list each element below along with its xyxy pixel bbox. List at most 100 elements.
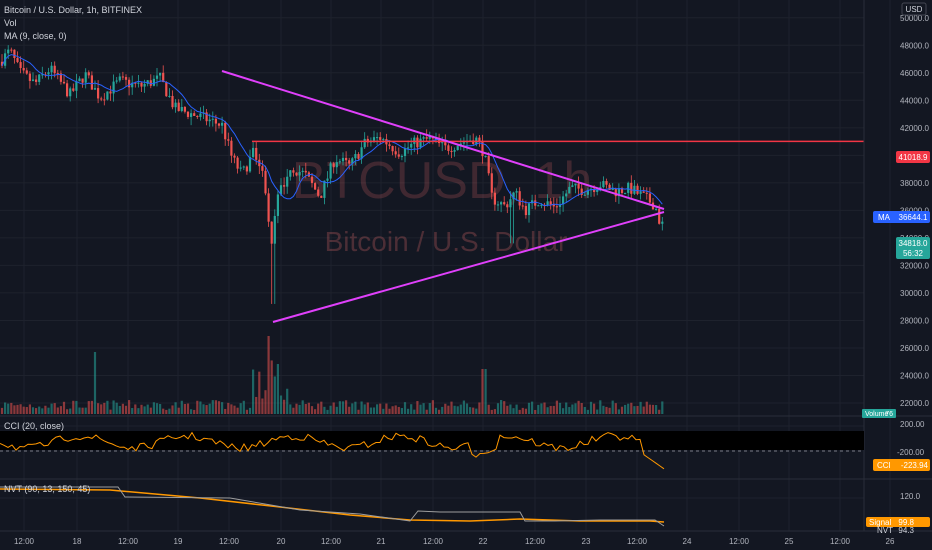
candle-body bbox=[345, 157, 348, 161]
nvt-legend[interactable]: NVT (90, 13, 150, 45) bbox=[4, 484, 90, 494]
candle-body bbox=[264, 170, 267, 194]
volume-bar bbox=[53, 403, 56, 414]
candle-body bbox=[193, 113, 196, 116]
time-axis[interactable]: 12:00 18 12:00 19 12:00 20 12:00 21 12:00 22 12:00… bbox=[14, 537, 895, 546]
candle-body bbox=[376, 137, 379, 139]
candle-body bbox=[450, 150, 453, 152]
trendline-upper[interactable] bbox=[221, 70, 665, 210]
candle-body bbox=[444, 142, 447, 146]
volume-bar bbox=[230, 404, 233, 414]
candle-body bbox=[217, 123, 221, 126]
candle-body bbox=[605, 181, 608, 185]
last-price-tag bbox=[896, 237, 930, 259]
volume-bar bbox=[286, 388, 289, 414]
volume-bar bbox=[261, 398, 264, 414]
candle-body bbox=[537, 205, 540, 207]
volume-bar bbox=[159, 403, 162, 414]
ma-price-value: 36644.1 bbox=[899, 213, 928, 222]
cci-axis-neg200: -200.00 bbox=[897, 448, 925, 457]
candle-body bbox=[41, 74, 44, 76]
volume-bar bbox=[348, 406, 351, 414]
volume-bar bbox=[270, 360, 273, 414]
candle-body bbox=[568, 186, 571, 194]
watermark-name: Bitcoin / U.S. Dollar bbox=[325, 226, 568, 257]
candle-body bbox=[242, 166, 245, 168]
volume-bar bbox=[562, 408, 565, 414]
volume-bar bbox=[552, 405, 555, 414]
candle-body bbox=[397, 154, 400, 157]
volume-bar bbox=[574, 403, 577, 414]
volume-bar bbox=[456, 406, 459, 414]
candle-body bbox=[208, 119, 211, 122]
volume-bar bbox=[503, 401, 506, 414]
volume-bar bbox=[106, 400, 109, 414]
symbol-title[interactable]: Bitcoin / U.S. Dollar, 1h, BITFINEX bbox=[4, 5, 142, 15]
candle-body bbox=[298, 172, 301, 176]
volume-bar bbox=[490, 409, 493, 414]
candle-body bbox=[261, 166, 264, 171]
volume-bar bbox=[394, 405, 397, 414]
volume-bar bbox=[239, 403, 242, 414]
volume-bar bbox=[462, 400, 465, 414]
volume-bar bbox=[527, 402, 531, 414]
volume-bars bbox=[0, 336, 664, 414]
volume-bar bbox=[323, 406, 326, 414]
ma-legend[interactable]: MA (9, close, 0) bbox=[4, 31, 67, 41]
candle-body bbox=[155, 75, 159, 79]
volume-bar bbox=[47, 407, 50, 414]
candle-body bbox=[574, 183, 577, 186]
candle-body bbox=[224, 122, 227, 140]
volume-bar bbox=[16, 404, 19, 414]
candle-body bbox=[205, 112, 208, 122]
candle-body bbox=[221, 122, 224, 126]
volume-bar bbox=[128, 400, 131, 414]
candle-body bbox=[540, 204, 543, 206]
volume-bar bbox=[301, 400, 304, 414]
volume-bar bbox=[620, 406, 624, 414]
volume-bar bbox=[199, 401, 202, 414]
volume-bar bbox=[264, 390, 267, 414]
candle-body bbox=[357, 154, 360, 159]
volume-bar bbox=[196, 400, 199, 414]
candle-body bbox=[255, 147, 258, 160]
time-tick-label: 12:00 bbox=[525, 537, 546, 546]
candle-body bbox=[379, 137, 382, 140]
candle-body bbox=[137, 82, 140, 84]
volume-bar bbox=[115, 402, 118, 414]
cci-legend[interactable]: CCI (20, close) bbox=[4, 421, 64, 431]
trendline-lower[interactable] bbox=[272, 211, 665, 323]
candle-body bbox=[400, 156, 403, 158]
volume-bar bbox=[84, 407, 87, 414]
candles[interactable] bbox=[0, 45, 664, 304]
volume-bar bbox=[661, 401, 664, 414]
candle-body bbox=[168, 95, 171, 97]
volume-bar bbox=[332, 402, 335, 414]
vol-legend[interactable]: Vol bbox=[4, 18, 17, 28]
candle-body bbox=[388, 144, 391, 147]
candle-body bbox=[81, 78, 84, 83]
candle-body bbox=[190, 113, 193, 117]
volume-bar bbox=[379, 403, 382, 414]
candle-body bbox=[183, 106, 186, 112]
volume-bar bbox=[205, 405, 208, 414]
volume-bar bbox=[155, 403, 159, 414]
volume-bar bbox=[59, 406, 62, 414]
candle-body bbox=[546, 201, 549, 206]
resistance-price-tag bbox=[896, 151, 930, 163]
volume-bar bbox=[112, 400, 115, 414]
candle-body bbox=[128, 79, 131, 88]
price-axis[interactable]: 22000.0 24000.0 26000.0 28000.0 30000.0 32000… bbox=[900, 14, 929, 408]
volume-bar bbox=[22, 406, 25, 414]
candle-body bbox=[456, 146, 459, 151]
candle-body bbox=[416, 137, 419, 148]
currency-badge[interactable] bbox=[901, 2, 927, 16]
volume-bar bbox=[38, 406, 41, 414]
candle-body bbox=[292, 170, 295, 173]
ma-line bbox=[1, 54, 663, 207]
candle-body bbox=[571, 185, 574, 187]
candle-body bbox=[13, 49, 16, 59]
ma-price-tag bbox=[873, 211, 930, 223]
volume-bar bbox=[7, 403, 10, 414]
volume-bar bbox=[469, 407, 472, 414]
